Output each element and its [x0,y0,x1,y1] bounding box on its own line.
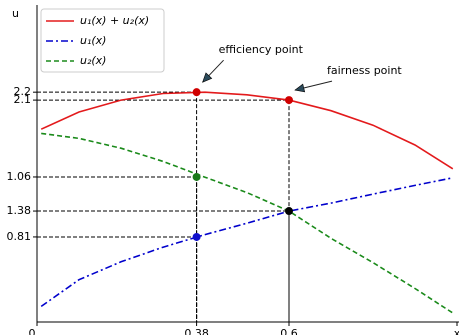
y-axis-label: u [12,7,19,20]
arrow-head [294,83,306,93]
legend-box [40,8,165,73]
legend-label: u₁(x) [80,34,106,47]
point [285,96,293,105]
x-tick-label: 0.38 [184,327,209,335]
legend-label: u₂(x) [80,54,106,67]
annotation: efficiency point [219,43,304,56]
legend-label: u₁(x) + u₂(x) [80,14,149,27]
point [285,207,293,216]
x-tick-label: 0.6 [280,327,298,335]
arrow-head [202,72,213,83]
y-tick-label: 1.38 [7,204,32,217]
y-tick-label: 0.81 [7,230,32,243]
y-tick-label: 2.2 [14,85,32,98]
point [192,172,201,181]
point [192,232,201,241]
series-line [40,91,454,170]
annotation: fairness point [327,64,402,77]
series-line [41,132,454,314]
x-tick-label: x [454,327,459,335]
x-tick-label: 0 [29,327,36,335]
point [192,88,201,97]
y-tick-label: 2.1 [14,93,32,106]
series-line [40,177,453,308]
y-tick-label: 1.06 [7,170,32,183]
